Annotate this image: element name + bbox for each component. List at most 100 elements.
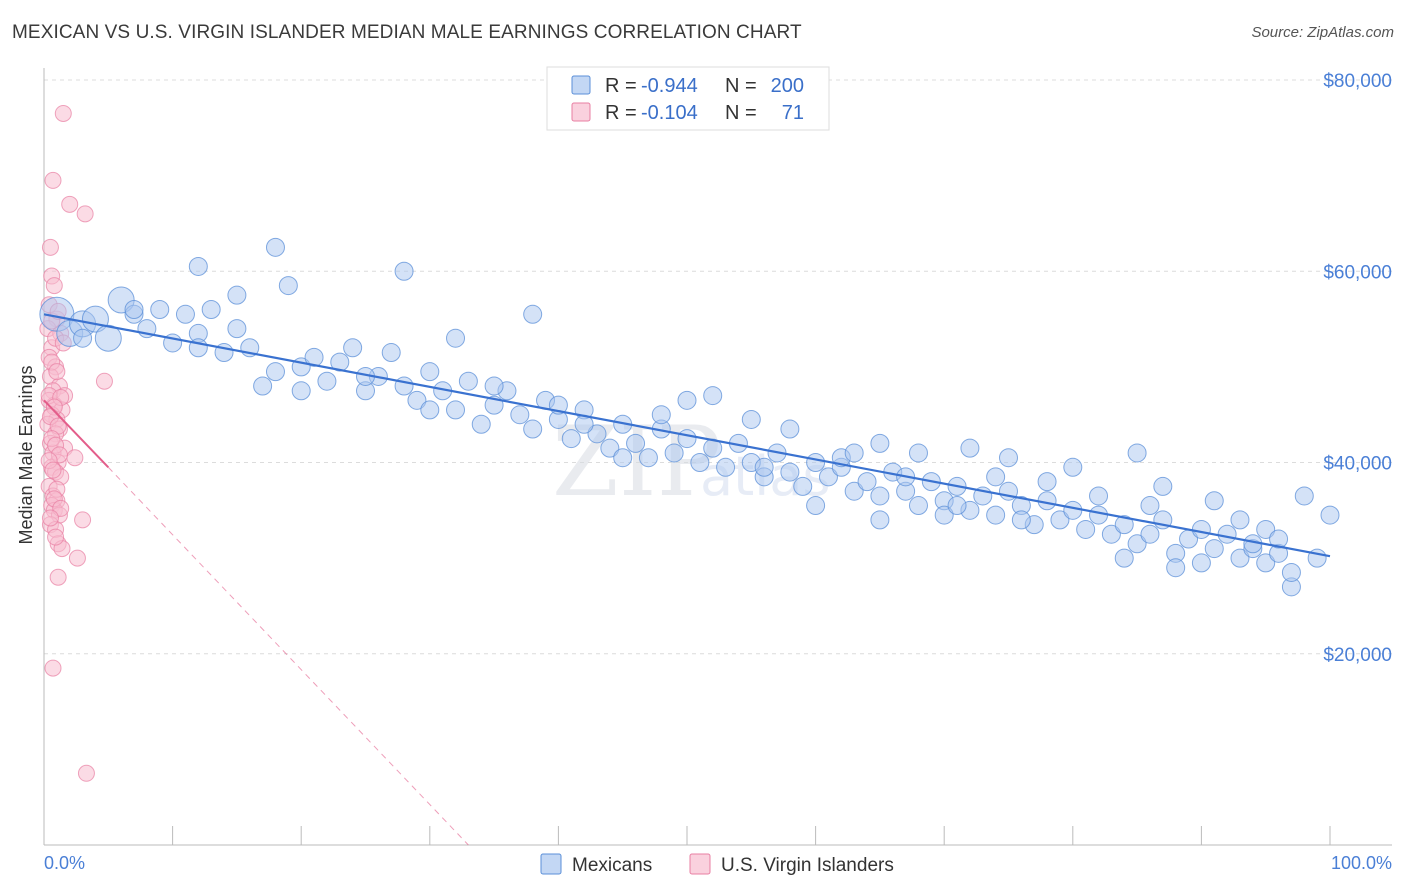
mexican-point-84	[1127, 534, 1147, 554]
vi-point-48	[44, 659, 62, 677]
legend-bottom: Mexicans U.S. Virgin Islanders	[540, 853, 894, 876]
mexican-point-129	[806, 496, 826, 516]
y-tick-label-3: $80,000	[1323, 71, 1392, 92]
vi-point-15	[95, 372, 113, 390]
mexican-point-32	[458, 371, 478, 391]
mexican-point-132	[986, 467, 1006, 487]
mexican-point-107	[188, 256, 208, 276]
source-label: Source: ZipAtlas.com	[1251, 24, 1394, 41]
legend-top: R = -0.944 N = 200 R = -0.104 N = 71	[546, 66, 830, 131]
mexican-point-130	[870, 510, 890, 530]
y-tick-label-0: $20,000	[1323, 645, 1392, 666]
mexican-point-120	[960, 438, 980, 458]
mexican-point-103	[227, 319, 247, 339]
mexican-point-89	[1191, 553, 1211, 573]
mexican-point-118	[870, 433, 890, 453]
mexican-point-126	[1191, 519, 1211, 539]
mexican-point-33	[471, 414, 491, 434]
mexican-point-79	[1063, 500, 1083, 520]
vi-trend-line	[43, 399, 110, 468]
mexican-point-122	[1037, 472, 1057, 492]
vi-point-49	[77, 764, 95, 782]
vi-point-2	[61, 195, 79, 213]
vi-point-67	[41, 509, 59, 527]
mexican-point-50	[690, 453, 710, 472]
legend-swatch-vi	[571, 102, 591, 122]
vi-point-6	[45, 277, 63, 295]
mexican-point-99	[1320, 505, 1340, 525]
mexican-point-111	[523, 304, 543, 324]
mexican-point-10	[175, 304, 195, 324]
legend-n-value-2: 71	[782, 102, 804, 124]
mexican-point-80	[1076, 519, 1096, 539]
mexican-point-114	[703, 386, 723, 406]
mexican-point-138	[1281, 562, 1301, 582]
mexican-point-145	[844, 443, 864, 463]
mexican-point-59	[806, 453, 826, 472]
mexican-point-21	[317, 371, 337, 391]
legend-swatch-mexicans	[571, 75, 591, 95]
vi-point-63	[44, 461, 62, 479]
mexican-point-142	[613, 448, 633, 468]
mexican-points	[39, 237, 1340, 597]
mexican-point-14	[227, 285, 247, 305]
vi-points	[39, 104, 113, 782]
mexican-point-12	[201, 300, 221, 319]
chart-title: MEXICAN VS U.S. VIRGIN ISLANDER MEDIAN M…	[12, 22, 802, 43]
mexican-point-133	[1063, 457, 1083, 477]
mexican-point-49	[677, 429, 697, 449]
mexican-point-106	[394, 261, 414, 281]
mexican-point-100	[73, 328, 93, 348]
legend-r-label-1: R =	[605, 75, 637, 97]
trend-lines	[43, 313, 1331, 846]
mexican-point-104	[291, 381, 311, 401]
y-axis-label: Median Male Earnings	[16, 365, 36, 544]
mexican-point-37	[523, 419, 543, 439]
mexican-point-83	[1114, 515, 1134, 535]
mexican-point-40	[561, 429, 581, 449]
mexican-point-8	[150, 300, 170, 319]
mexican-point-116	[780, 419, 800, 439]
mexican-point-16	[253, 376, 273, 396]
mexican-point-4	[94, 324, 122, 352]
mexican-point-60	[818, 467, 838, 487]
legend-r-value-2: -0.104	[641, 102, 698, 124]
vi-point-30	[66, 449, 84, 467]
mexican-point-109	[446, 328, 466, 348]
mexican-point-82	[1101, 524, 1121, 544]
mexican-point-108	[265, 237, 285, 257]
mexican-point-148	[1011, 510, 1031, 530]
mexican-point-140	[420, 400, 440, 420]
vi-point-41	[74, 511, 92, 529]
mexican-point-64	[870, 486, 890, 506]
mexicans-trend-line	[43, 313, 1331, 558]
mexican-point-45	[626, 433, 646, 453]
vi-point-53	[48, 363, 66, 381]
mexican-point-81	[1089, 505, 1109, 525]
legend-bottom-label-mexicans: Mexicans	[572, 855, 652, 876]
mexican-point-144	[754, 457, 774, 477]
mexican-point-73	[986, 505, 1006, 525]
mexican-point-143	[677, 390, 697, 410]
mexican-point-91	[1217, 524, 1237, 544]
mexican-point-124	[1127, 443, 1147, 463]
mexican-point-135	[1166, 558, 1186, 578]
mexican-point-58	[793, 476, 813, 496]
mexican-point-128	[1256, 519, 1276, 539]
mexican-point-139	[1269, 529, 1289, 549]
mexican-point-48	[664, 443, 684, 463]
mexican-point-125	[1153, 476, 1173, 496]
mexican-point-31	[446, 400, 466, 420]
legend-r-label-2: R =	[605, 102, 637, 124]
mexican-point-29	[420, 362, 440, 382]
mexican-point-136	[1204, 491, 1224, 511]
mexican-point-23	[343, 338, 363, 358]
mexican-point-131	[934, 505, 954, 525]
mexican-point-121	[999, 448, 1018, 468]
vi-point-0	[54, 104, 72, 122]
legend-n-label-1: N =	[725, 75, 757, 97]
vi-point-46	[68, 549, 86, 567]
vi-point-68	[47, 528, 65, 546]
mexican-point-63	[857, 472, 877, 492]
